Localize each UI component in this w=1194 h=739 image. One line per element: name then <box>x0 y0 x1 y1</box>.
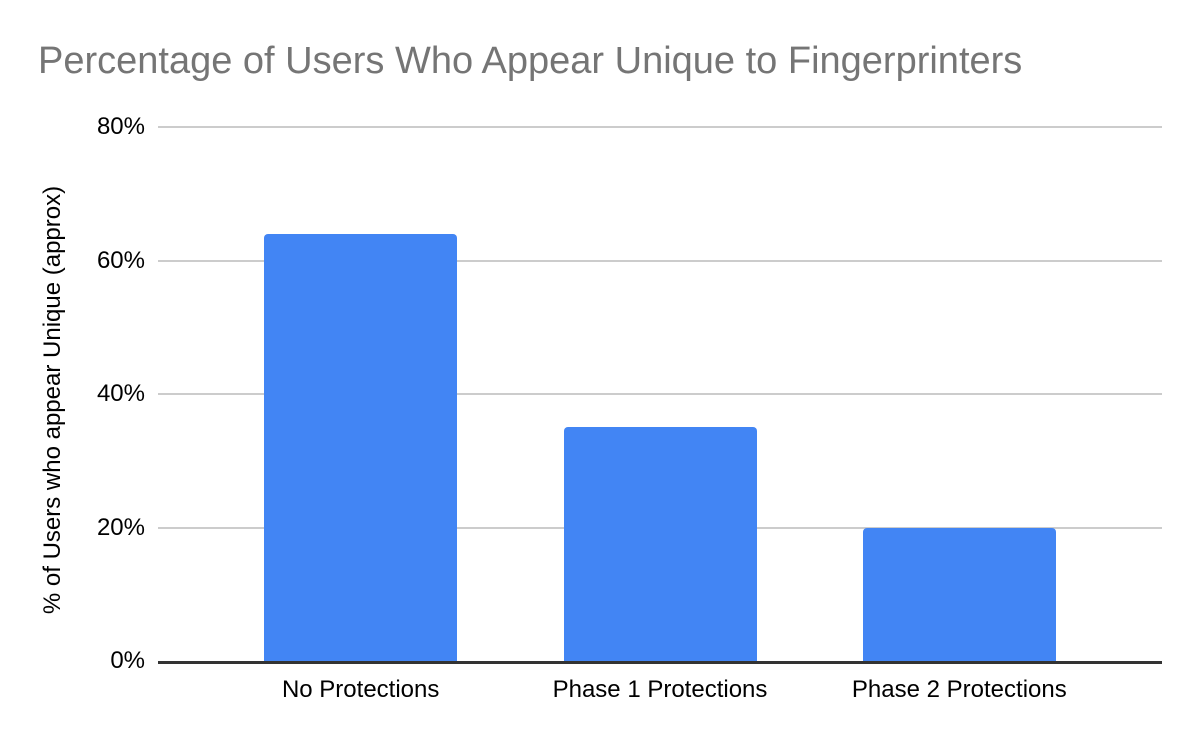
y-tick-label-60: 60% <box>96 246 145 274</box>
plot-area: 0% 20% 40% 60% 80% No Protections Phase 1 Prot… <box>97 113 1162 703</box>
y-tick-label-80: 80% <box>96 113 145 140</box>
x-category-label-phase-1-protections: Phase 1 Protections <box>552 676 768 703</box>
bar-phase-1-protections <box>563 427 757 661</box>
y-tick-label-0: 0% <box>110 647 145 674</box>
y-tick-label-20: 20% <box>96 513 145 541</box>
gridline-80 <box>158 126 1162 128</box>
bar-phase-2-protections <box>862 527 1056 661</box>
chart-title: Percentage of Users Who Appear Unique to… <box>38 40 1023 82</box>
gridline-60 <box>158 259 1162 262</box>
gridline-40 <box>158 393 1162 395</box>
y-tick-label-40: 40% <box>96 380 145 407</box>
y-axis-title: % of Users who appear Unique (approx) <box>39 185 66 615</box>
x-category-label-no-protections: No Protections <box>281 676 440 703</box>
bar-no-protections <box>264 233 458 661</box>
x-category-label-phase-2-protections: Phase 2 Protections <box>851 676 1067 703</box>
